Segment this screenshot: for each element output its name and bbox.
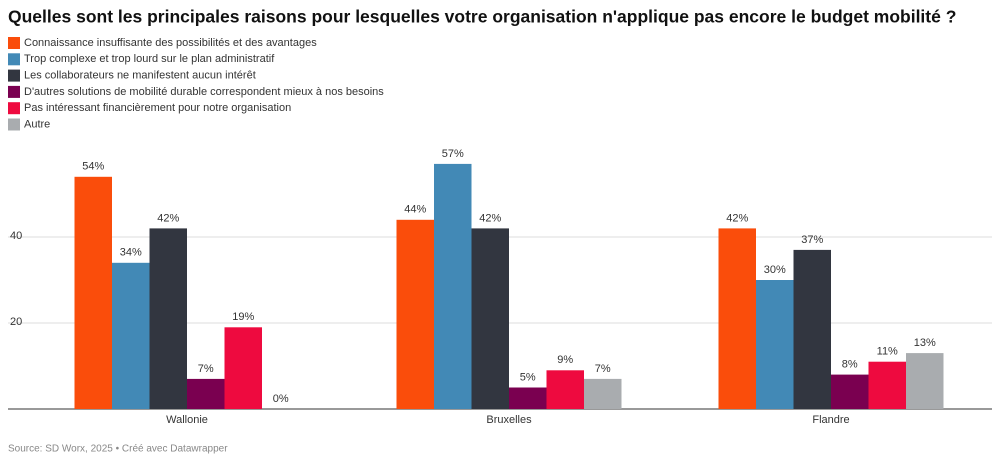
value-label: 37% [801, 234, 823, 246]
x-tick-label: Bruxelles [486, 414, 532, 426]
bar [546, 370, 584, 409]
legend-label: Les collaborateurs ne manifestent aucun … [24, 70, 256, 82]
value-label: 9% [557, 354, 573, 366]
x-tick-label: Flandre [812, 414, 849, 426]
y-tick-label: 20 [10, 316, 22, 328]
legend-label: Trop complexe et trop lourd sur le plan … [24, 53, 275, 65]
value-label: 19% [232, 311, 254, 323]
bar [74, 176, 112, 409]
value-label: 0% [273, 393, 289, 405]
value-label: 30% [764, 264, 786, 276]
bar [906, 353, 944, 409]
source: Source: SD Worx, 2025 • Créé avec Datawr… [8, 444, 228, 455]
legend-swatch [8, 118, 20, 131]
bar [584, 378, 622, 409]
legend-swatch [8, 85, 20, 98]
bar [187, 378, 225, 409]
value-label: 42% [726, 212, 748, 224]
value-label: 34% [120, 247, 142, 259]
value-label: 11% [877, 346, 898, 358]
value-label: 54% [82, 161, 104, 173]
legend-label: D'autres solutions de mobilité durable c… [24, 86, 384, 98]
chart-title: Quelles sont les principales raisons pou… [8, 7, 956, 27]
value-label: 44% [404, 204, 426, 216]
value-label: 7% [198, 363, 214, 375]
value-label: 42% [479, 212, 501, 224]
bar [509, 387, 547, 409]
value-label: 57% [442, 148, 464, 160]
legend-swatch [8, 53, 20, 66]
bar [434, 163, 472, 409]
legend-label: Pas intéressant financièrement pour notr… [24, 102, 291, 114]
value-label: 5% [520, 371, 536, 383]
legend-swatch [8, 37, 20, 49]
bar [718, 228, 756, 409]
legend-label: Connaissance insuffisante des possibilit… [24, 37, 317, 49]
bar [396, 219, 434, 409]
value-label: 8% [842, 359, 858, 371]
value-label: 7% [595, 363, 611, 375]
value-label: 42% [157, 212, 179, 224]
legend-label: Autre [24, 118, 50, 130]
y-tick-label: 40 [10, 230, 22, 242]
bar [868, 361, 906, 409]
legend-swatch [8, 69, 20, 82]
bar [224, 327, 262, 409]
value-label: 13% [914, 337, 936, 349]
bar [831, 374, 869, 409]
bar [756, 280, 794, 409]
bar [112, 262, 150, 409]
bar [471, 228, 509, 409]
bar [149, 228, 187, 409]
legend-swatch [8, 102, 20, 115]
x-tick-label: Wallonie [166, 414, 208, 426]
bar [793, 249, 831, 409]
